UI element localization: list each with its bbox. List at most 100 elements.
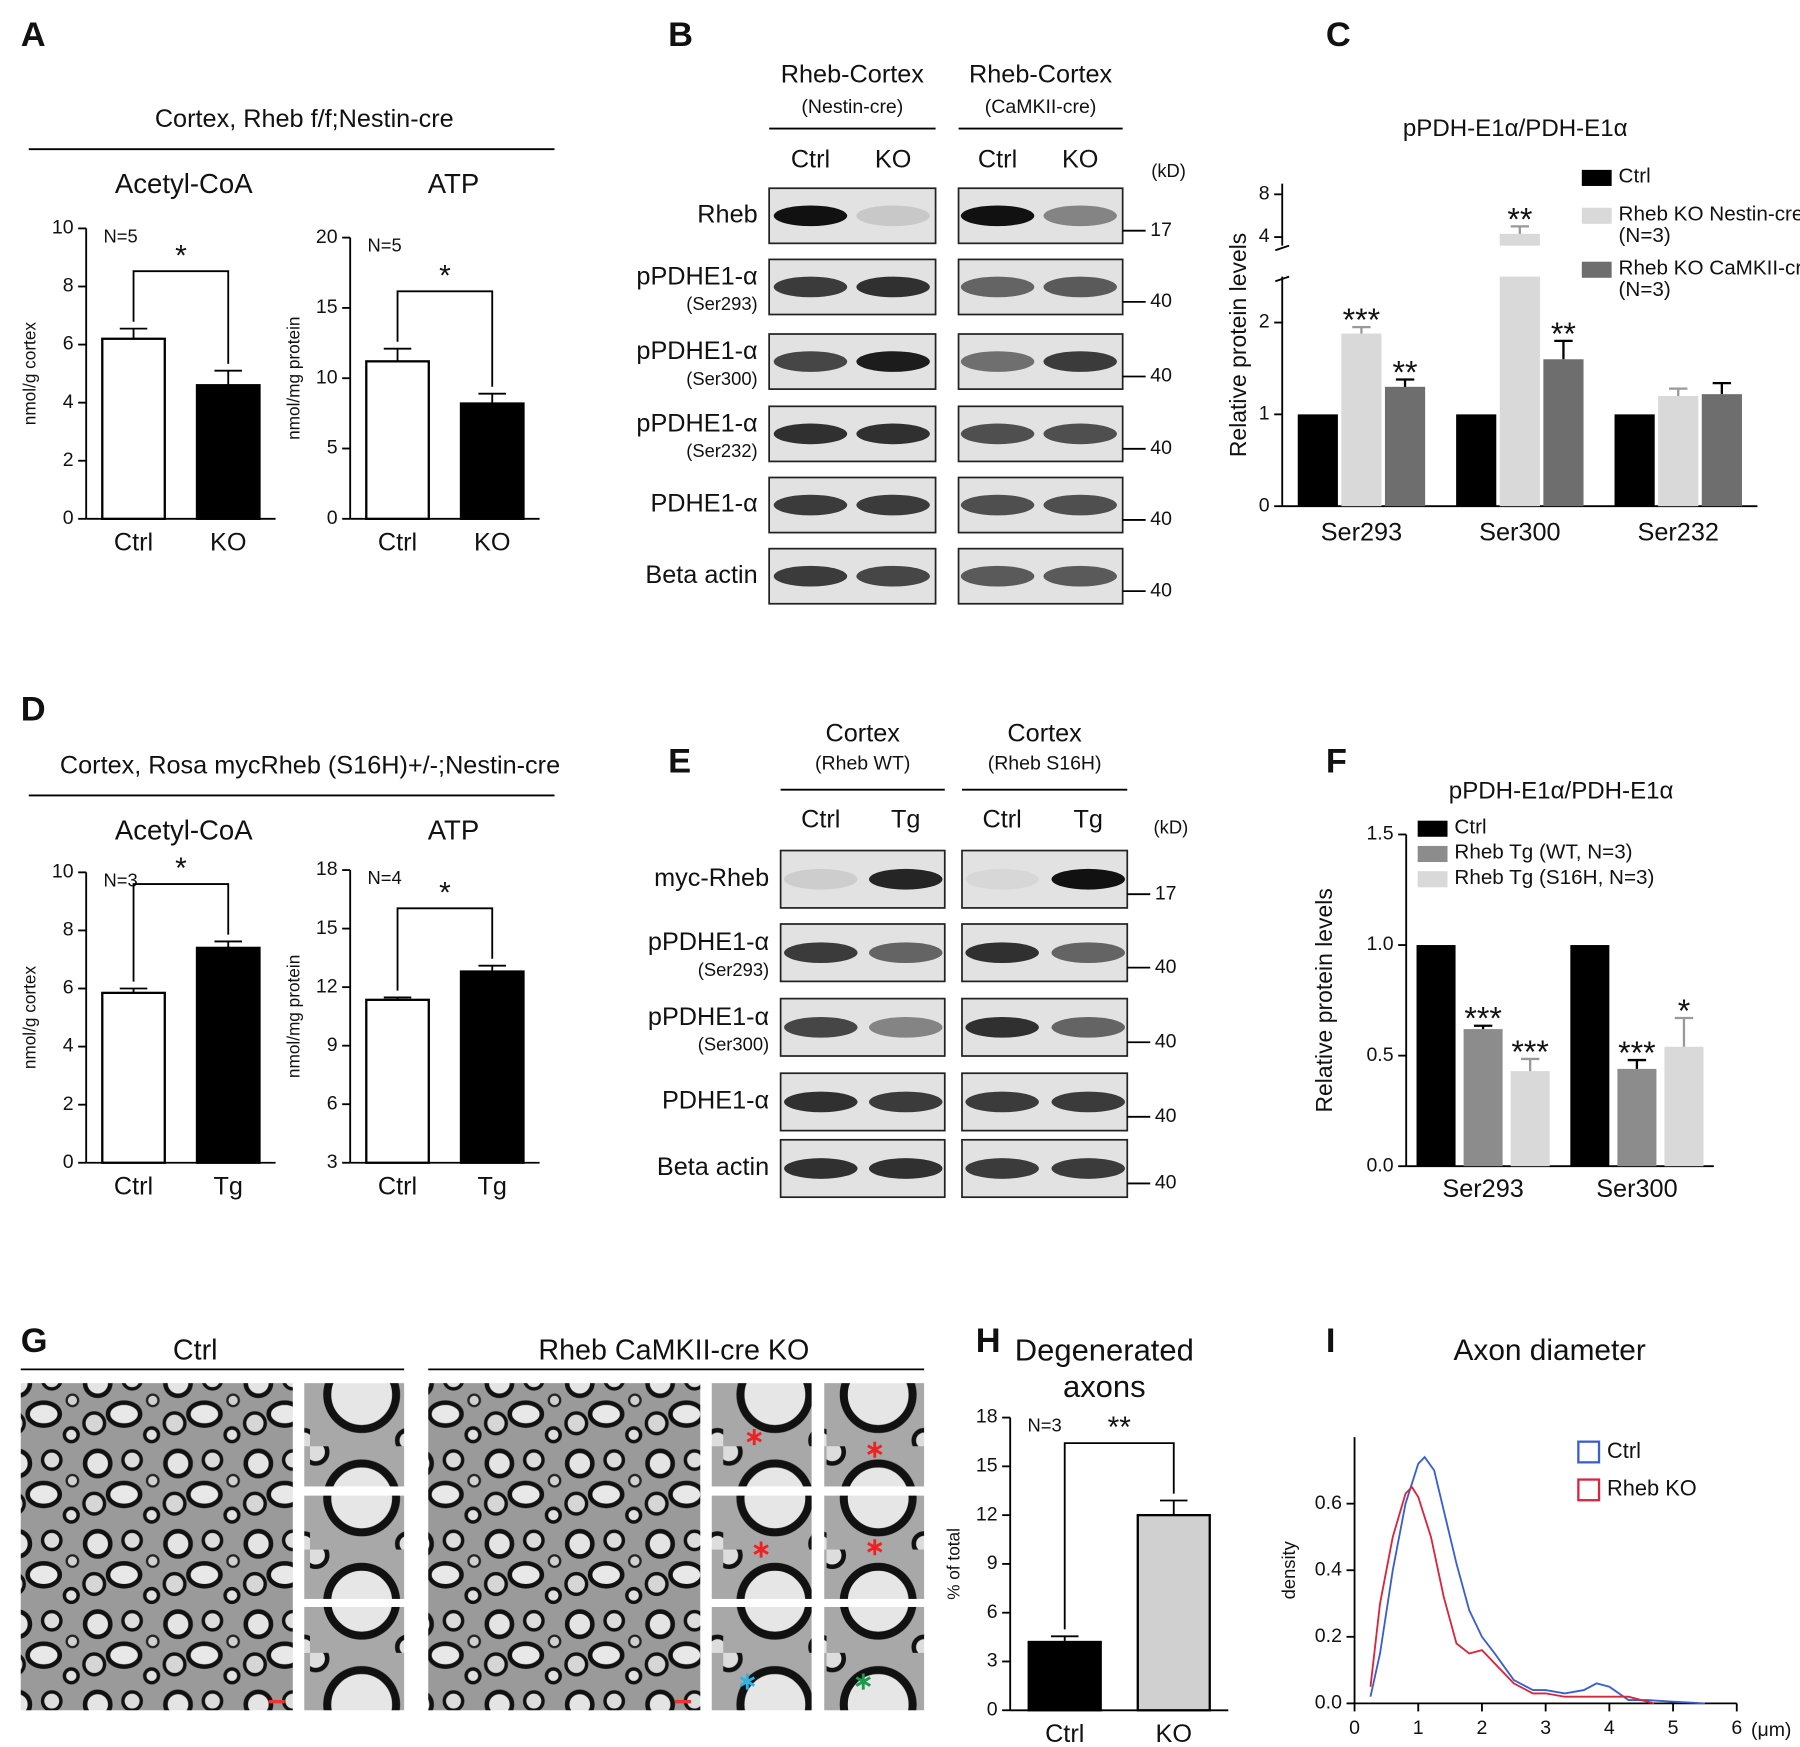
y-axis-label: nmol/g cortex — [20, 322, 40, 426]
blot-band — [784, 942, 858, 964]
error-bar — [214, 940, 243, 948]
x-tick-label: KO — [210, 529, 246, 557]
significance: *** — [1343, 302, 1381, 338]
y-tick-label: 9 — [327, 1034, 338, 1056]
em-inset — [304, 1495, 405, 1599]
x-tick-label: 2 — [1477, 1717, 1488, 1739]
n-label: N=5 — [368, 235, 402, 256]
significance: ** — [1393, 354, 1418, 390]
y-tick-label: 18 — [316, 858, 338, 880]
row-label: PDHE1-α — [650, 490, 757, 518]
y-tick-label: 4 — [1259, 225, 1270, 247]
row-label: pPDHE1-α — [636, 337, 757, 365]
y-tick-label: 15 — [316, 917, 338, 939]
y-tick-label: 3 — [327, 1151, 338, 1173]
blot-band — [1043, 205, 1117, 227]
blot-band — [784, 1158, 858, 1179]
x-tick-label: Ser300 — [1479, 518, 1560, 546]
blot-band — [965, 942, 1039, 964]
row-sublabel: (Ser300) — [686, 368, 757, 389]
y-axis-label: nmol/mg protein — [284, 317, 304, 440]
lane-label: Ctrl — [978, 145, 1017, 173]
y-tick-label: 0.0 — [1315, 1692, 1342, 1714]
blot-group-title: Rheb-Cortex — [969, 60, 1113, 88]
legend-swatch — [1577, 1478, 1601, 1502]
em-inset — [711, 1606, 812, 1711]
bar — [1664, 1046, 1704, 1167]
blot-band — [773, 565, 848, 587]
blot-band — [773, 423, 848, 445]
legend-swatch — [1417, 845, 1448, 863]
lane-label: Tg — [891, 805, 920, 833]
density-line — [1369, 1455, 1705, 1705]
bar — [1463, 1029, 1503, 1167]
blot-band — [773, 205, 848, 227]
significance: * — [175, 239, 187, 272]
legend-swatch — [1581, 261, 1612, 278]
blot-band — [856, 423, 930, 445]
lane-label: Ctrl — [983, 805, 1022, 833]
em-inset — [824, 1383, 925, 1487]
bar — [1416, 945, 1456, 1167]
row-sublabel: (Ser293) — [686, 293, 757, 314]
kd-unit: (kD) — [1151, 160, 1186, 181]
y-axis-label: % of total — [944, 1528, 964, 1600]
row-sublabel: (Ser293) — [698, 959, 769, 980]
bar — [195, 384, 261, 520]
kd-label: 40 — [1150, 290, 1172, 312]
y-tick-label: 0.6 — [1315, 1492, 1342, 1514]
x-tick-label: Ctrl — [114, 1173, 153, 1201]
legend-label: Rheb KO CaMKII-cre (N=3) — [1618, 257, 1800, 301]
significance: * — [439, 876, 451, 909]
y-tick-label: 0 — [987, 1698, 998, 1720]
em-inset — [824, 1606, 925, 1711]
blot-band — [1051, 1091, 1125, 1113]
y-tick-label: 1.0 — [1366, 933, 1393, 955]
panel-label: B — [668, 16, 693, 54]
blot-band — [1043, 423, 1117, 445]
y-tick-label: 1 — [1259, 403, 1270, 425]
legend-label: Ctrl — [1454, 816, 1487, 838]
blot-band — [856, 276, 930, 298]
blot-band — [784, 1016, 858, 1038]
significance: *** — [1511, 1034, 1549, 1070]
bar — [1297, 414, 1338, 507]
blot-band — [960, 205, 1035, 227]
y-tick-label: 0 — [1259, 494, 1270, 516]
panel-header: Cortex, Rheb f/f;Nestin-cre — [155, 105, 454, 133]
bar — [1027, 1640, 1102, 1712]
significance: * — [1678, 993, 1691, 1029]
blot-band — [869, 1091, 943, 1113]
y-axis-label: Relative protein levels — [1225, 233, 1251, 457]
x-tick-label: Ser300 — [1596, 1175, 1677, 1203]
bar — [365, 998, 430, 1164]
panel-label: I — [1326, 1322, 1336, 1360]
chart-title: axons — [1063, 1369, 1146, 1404]
bar — [1614, 414, 1655, 507]
y-tick-label: 2 — [63, 449, 74, 471]
y-tick-label: 0 — [63, 507, 74, 529]
y-tick-label: 5 — [327, 437, 338, 459]
row-label: PDHE1-α — [662, 1087, 769, 1115]
asterisk-marker — [867, 1542, 883, 1553]
row-label: Rheb — [697, 200, 757, 228]
lane-label: Ctrl — [791, 145, 830, 173]
y-tick-label: 15 — [976, 1455, 998, 1477]
bar — [1510, 1071, 1550, 1167]
lane-label: Ctrl — [801, 805, 840, 833]
legend-label-box: Ctrl — [1619, 165, 1651, 186]
bar — [1570, 945, 1610, 1167]
significance: *** — [1464, 1001, 1502, 1037]
error-bar — [1510, 225, 1530, 234]
y-tick-label: 15 — [316, 296, 338, 318]
row-label: pPDHE1-α — [636, 409, 757, 437]
x-tick-label: 0 — [1349, 1717, 1360, 1739]
y-tick-label: 4 — [63, 1035, 74, 1057]
row-label: Beta actin — [657, 1153, 769, 1181]
em-inset — [711, 1383, 812, 1487]
panel-label: G — [21, 1322, 48, 1360]
blot-group-subtitle: (Rheb S16H) — [988, 753, 1102, 775]
y-tick-label: 8 — [1259, 182, 1270, 204]
chart-title: pPDH-E1α/PDH-E1α — [1449, 777, 1674, 804]
em-inset — [304, 1606, 405, 1711]
